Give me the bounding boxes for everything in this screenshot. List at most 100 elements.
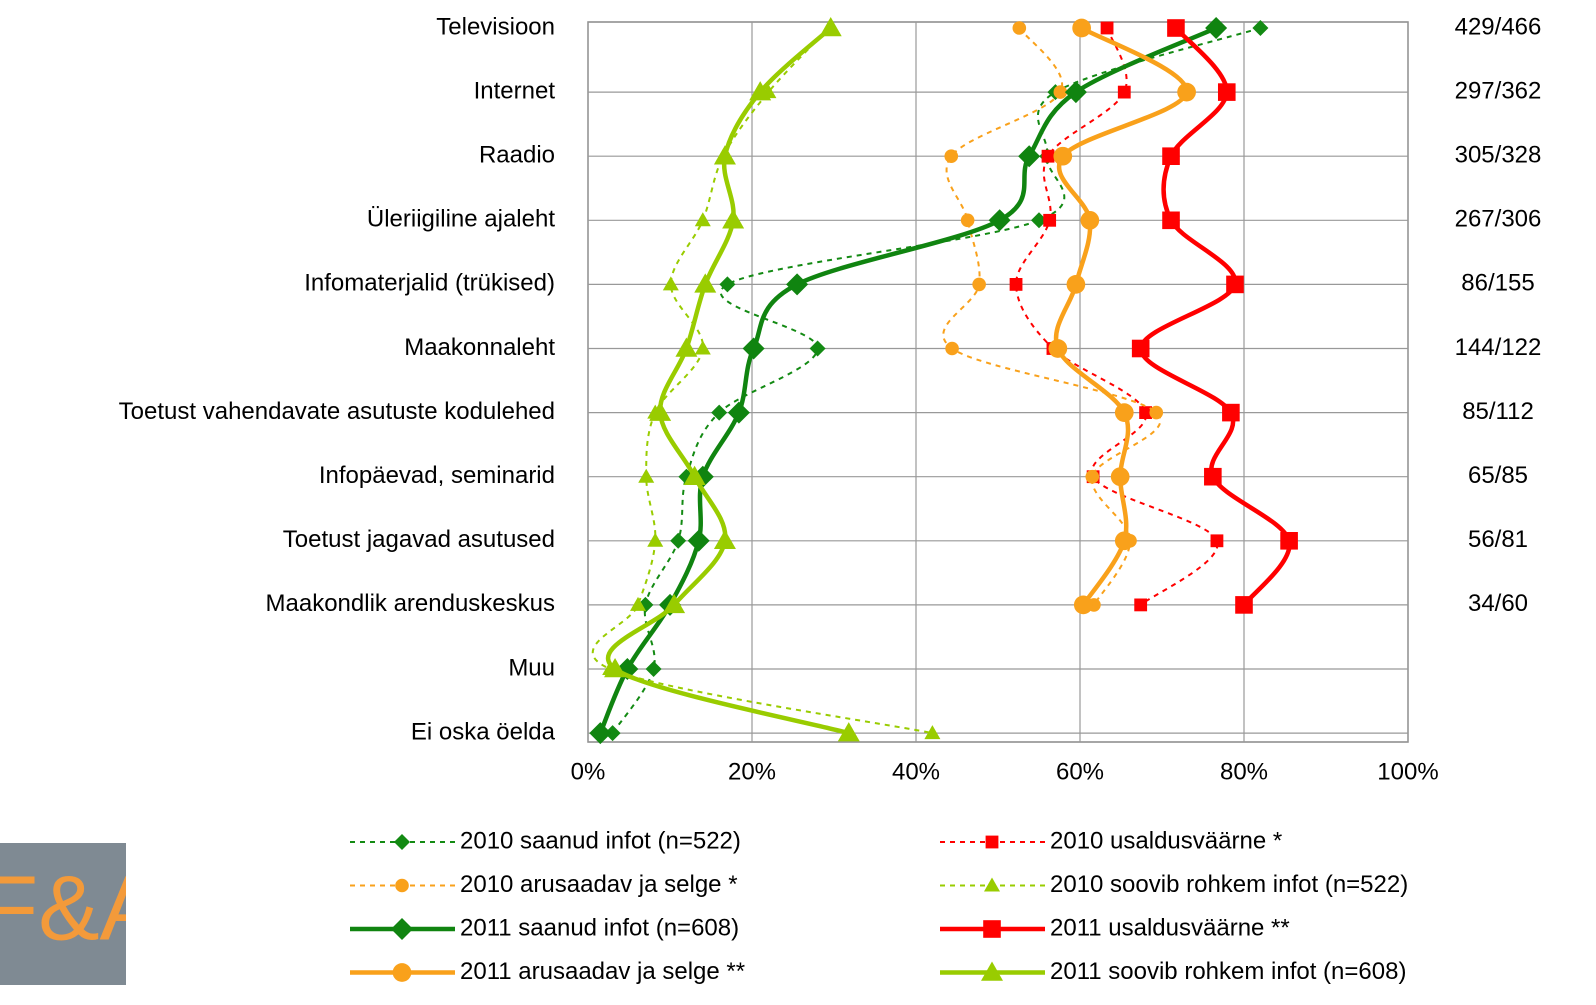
series-line [1053,26,1189,607]
marker [604,725,621,742]
right-label: 429/466 [1455,13,1542,40]
right-label: 34/60 [1468,590,1528,617]
marker [1235,596,1253,614]
marker [1072,18,1091,38]
marker [1162,211,1180,230]
marker [1177,82,1196,102]
legend-marker [395,878,409,893]
marker [924,725,941,740]
marker [630,596,647,611]
marker [694,340,711,355]
marker [719,276,736,293]
category-label: Internet [474,77,556,104]
marker [988,209,1011,232]
marker [1252,20,1269,36]
x-tick-label: 40% [892,758,940,785]
category-label: Maakondlik arenduskeskus [266,590,556,617]
series-line [1138,26,1292,607]
x-tick-label: 60% [1056,758,1104,785]
marker [638,468,655,483]
marker [1012,21,1027,35]
category-label: Ei oska öelda [411,718,556,745]
category-label: Toetust vahendavate asutuste kodulehed [119,398,555,425]
logo-clip: F&A [0,857,162,959]
marker [1162,147,1180,165]
series-line [611,27,1261,734]
marker [683,465,706,485]
legend-label: 2011 usaldusväärne ** [1050,914,1290,941]
marker [1031,212,1047,229]
marker [972,277,986,292]
marker [1131,339,1150,358]
legend-marker [394,834,410,850]
marker [722,209,745,229]
marker [1048,339,1068,358]
marker [945,341,959,356]
marker [694,212,711,227]
marker [1149,405,1164,420]
marker [1100,21,1114,35]
x-tick-label: 0% [571,758,606,785]
right-label: 267/306 [1455,206,1542,233]
marker [786,273,809,296]
logo-text: F&A [0,857,162,959]
marker [1085,469,1100,484]
marker [1043,213,1057,227]
marker [1114,403,1134,422]
category-label: Infomaterjalid (trükised) [304,270,555,297]
marker [1114,531,1134,551]
marker [589,722,612,745]
legend-label: 2011 saanud infot (n=608) [460,914,739,941]
marker [1134,598,1148,612]
legend-label: 2010 soovib rohkem infot (n=522) [1050,871,1408,898]
marker [675,337,698,357]
marker [1204,467,1222,486]
marker [1041,149,1055,163]
marker [713,145,736,165]
right-label: 56/81 [1468,526,1528,553]
category-label: Muu [508,654,555,681]
right-label: 297/362 [1455,77,1542,104]
legend-marker [391,918,413,940]
series-line [605,26,850,736]
legend-label: 2010 saanud infot (n=522) [460,827,741,854]
legend-marker [983,920,1001,938]
marker [647,532,664,547]
series-line [942,27,1161,606]
marker [1110,467,1130,487]
marker [1080,210,1100,230]
marker [1018,145,1041,168]
plot-area [587,21,1409,743]
series-line [598,25,1218,734]
right-label: 86/155 [1461,270,1534,297]
marker [1009,278,1023,291]
legend-marker [984,877,1000,892]
right-label: 85/112 [1462,398,1534,425]
marker [1053,85,1068,99]
marker [649,401,672,421]
marker [645,661,662,677]
category-label: Raadio [479,142,555,169]
marker [1205,17,1228,39]
category-label: Maakonnaleht [404,334,555,361]
legend-label: 2011 arusaadav ja selge ** [460,958,745,985]
logo-box [0,843,126,985]
legend-label: 2010 arusaadav ja selge * [460,871,738,898]
legend-marker [985,835,999,849]
marker [1222,403,1240,422]
marker [1117,85,1131,99]
marker [1217,83,1236,101]
marker [711,404,728,421]
marker [1167,19,1185,37]
marker [670,532,687,549]
marker [694,273,717,293]
marker [662,276,679,291]
marker [809,340,826,357]
legend-label: 2010 usaldusväärne * [1050,827,1282,854]
x-tick-label: 80% [1220,758,1268,785]
marker [749,81,772,101]
marker [727,401,750,424]
marker [604,658,627,678]
legend-label: 2011 soovib rohkem infot (n=608) [1050,958,1406,985]
legend-marker [981,961,1003,981]
